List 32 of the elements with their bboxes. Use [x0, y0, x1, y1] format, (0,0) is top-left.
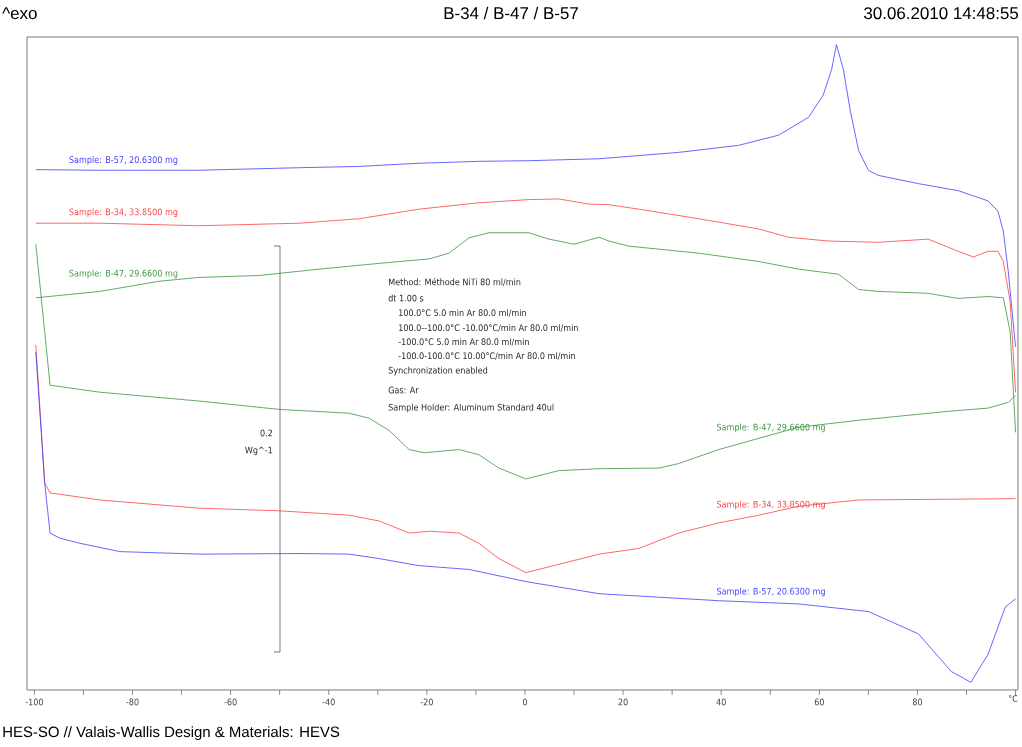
annotation: 100.0--100.0°C -10.00°C/min Ar 80.0 ml/min	[399, 324, 578, 332]
annotation: dt 1.00 s	[388, 294, 424, 302]
text: HES-SO // Valais-Wallis Design & Materials: HEVS	[3, 726, 340, 741]
annotation: -100.0°C 5.0 min Ar 80.0 ml/min	[398, 338, 529, 346]
series-label: Sample: B-57, 20.6300 mg	[69, 156, 178, 165]
annotation: Gas: Ar	[388, 386, 419, 394]
text: 30.06.2010 14:48:55	[864, 7, 1019, 20]
x-tick-label: 0	[522, 698, 527, 706]
annotation: Sample Holder: Aluminum Standard 40ul	[388, 403, 554, 413]
series-label: Sample: B-47, 29.6600 mg	[717, 423, 825, 433]
x-tick-label: -40	[322, 698, 335, 706]
series-label: Sample: B-57, 20.6300 mg	[717, 587, 825, 597]
x-tick-label: 40	[716, 698, 726, 706]
chart-title: B-34 / B-47 / B-57	[444, 6, 578, 20]
series-label: Sample: B-34, 33.8500 mg	[717, 500, 825, 510]
x-tick-label: 20	[618, 698, 628, 706]
x-tick-label: 60	[814, 698, 824, 706]
x-tick-label: -20	[420, 698, 433, 706]
annotation: Method: Méthode NiTi 80 ml/min	[389, 277, 521, 286]
x-axis-title: °C	[1008, 695, 1018, 702]
annotation: 100.0°C 5.0 min Ar 80.0 ml/min	[399, 309, 526, 317]
series-label: Sample: B-34, 33.8500 mg	[69, 208, 178, 217]
x-tick-label: 80	[912, 698, 923, 706]
x-tick-label: -80	[126, 698, 139, 706]
text: ^exo	[2, 7, 37, 20]
x-tick-label: -100	[25, 698, 43, 706]
annotation: -100.0-100.0°C 10.00°C/min Ar 80.0 ml/min	[398, 352, 575, 360]
annotation: 0.2	[260, 429, 273, 437]
x-tick-label: -60	[224, 698, 237, 706]
series-label: Sample: B-47, 29.6600 mg	[69, 269, 178, 279]
annotation: Synchronization enabled	[388, 366, 488, 376]
annotation: Wg^-1	[245, 446, 273, 456]
